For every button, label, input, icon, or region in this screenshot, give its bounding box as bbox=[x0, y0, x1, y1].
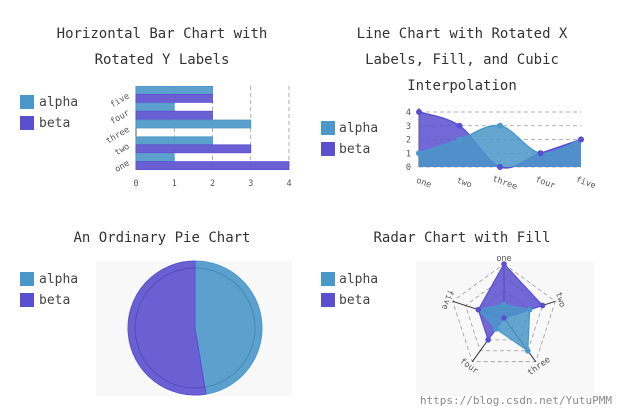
chart1-x-tick-4: 4 bbox=[286, 179, 291, 189]
chart2-x-tick-two: two bbox=[455, 176, 473, 191]
chart1-y-tick-four: four bbox=[109, 108, 132, 127]
chart3-legend-label-beta[interactable]: beta bbox=[39, 293, 70, 308]
chart4-point-alpha-one bbox=[501, 301, 507, 308]
chart4-point-alpha-three bbox=[525, 347, 531, 354]
chart2-y-tick-1: 1 bbox=[406, 149, 411, 159]
chart1-bar-beta-five bbox=[135, 94, 213, 103]
chart1-title-line1: Horizontal Bar Chart with bbox=[57, 26, 268, 42]
chart-pie: An Ordinary Pie Chart alpha beta bbox=[20, 230, 292, 396]
chart4-point-beta-five bbox=[475, 306, 482, 313]
chart3-slice-beta bbox=[127, 260, 207, 396]
chart3-inner-ring-alpha bbox=[194, 267, 256, 388]
chart2-point-beta-three bbox=[497, 164, 503, 170]
chart1-bar-alpha-three bbox=[135, 119, 252, 129]
chart4-legend-swatch-alpha[interactable] bbox=[321, 272, 335, 286]
chart2-y-tick-3: 3 bbox=[406, 122, 411, 132]
chart2-point-alpha-one bbox=[416, 150, 422, 157]
chart4-legend-swatch-beta[interactable] bbox=[321, 293, 335, 307]
chart1-bar-alpha-four bbox=[135, 102, 175, 112]
chart4-grid-ring-4 bbox=[452, 263, 556, 363]
chart4-legend-label-beta[interactable]: beta bbox=[339, 293, 370, 308]
chart2-x-tick-one: one bbox=[415, 176, 433, 191]
chart4-point-alpha-four bbox=[493, 326, 499, 332]
chart1-y-tick-three: three bbox=[104, 125, 131, 146]
chart4-axis-label-one: one bbox=[496, 254, 511, 264]
chart-line-area-cubic: Line Chart with Rotated X Labels, Fill, … bbox=[321, 26, 597, 192]
chart1-bar-alpha-two bbox=[135, 136, 213, 146]
chart2-title-line1: Line Chart with Rotated X bbox=[357, 26, 568, 42]
chart1-x-tick-3: 3 bbox=[248, 179, 253, 189]
chart2-legend-label-beta[interactable]: beta bbox=[339, 142, 370, 157]
chart3-title: An Ordinary Pie Chart bbox=[73, 230, 250, 246]
chart4-grid-ring-2 bbox=[477, 290, 531, 341]
chart2-x-tick-three: three bbox=[491, 174, 518, 192]
chart1-y-tick-five: five bbox=[109, 91, 132, 110]
chart1-bar-alpha-one bbox=[135, 153, 175, 163]
chart1-legend-swatch-beta[interactable] bbox=[20, 116, 34, 130]
chart2-title-line2: Labels, Fill, and Cubic bbox=[365, 52, 559, 68]
chart1-x-tick-1: 1 bbox=[172, 179, 177, 189]
chart2-point-beta-four bbox=[537, 150, 544, 157]
chart3-plot-area bbox=[96, 260, 292, 396]
chart2-point-beta-five bbox=[578, 136, 584, 143]
chart2-title-line3: Interpolation bbox=[407, 78, 517, 94]
chart2-x-tick-five: five bbox=[574, 175, 597, 191]
chart-radar: Radar Chart with Fill alpha beta onetwot… bbox=[321, 230, 594, 396]
chart4-grid-ring-3 bbox=[465, 277, 543, 352]
chart4-area-alpha bbox=[477, 303, 531, 352]
chart2-point-alpha-three bbox=[497, 122, 503, 129]
chart1-bar-beta-one bbox=[135, 161, 290, 171]
chart2-legend-swatch-alpha[interactable] bbox=[321, 121, 335, 135]
chart2-legend-swatch-beta[interactable] bbox=[321, 142, 335, 156]
chart1-x-tick-0: 0 bbox=[133, 179, 138, 189]
chart4-point-beta-three bbox=[501, 315, 507, 321]
watermark-url: https://blog.csdn.net/YutuPMM bbox=[420, 394, 612, 407]
chart2-x-tick-four: four bbox=[534, 175, 557, 191]
chart4-title: Radar Chart with Fill bbox=[373, 230, 550, 246]
chart3-inner-ring-beta bbox=[134, 267, 205, 389]
chart2-point-alpha-two bbox=[456, 136, 463, 143]
chart1-bar-beta-four bbox=[135, 110, 213, 120]
chart4-point-beta-one bbox=[501, 261, 507, 267]
chart2-area-alpha bbox=[419, 125, 581, 167]
chart1-x-tick-2: 2 bbox=[210, 179, 215, 189]
chart4-point-alpha-two bbox=[526, 306, 533, 313]
chart2-legend-label-alpha[interactable]: alpha bbox=[339, 121, 378, 136]
chart1-legend-swatch-alpha[interactable] bbox=[20, 95, 34, 109]
chart1-title-line2: Rotated Y Labels bbox=[95, 52, 230, 68]
chart2-point-beta-two bbox=[456, 122, 463, 129]
chart2-point-beta-one bbox=[416, 109, 422, 115]
chart2-y-tick-4: 4 bbox=[406, 108, 411, 118]
chart4-axis-label-two: two bbox=[553, 291, 567, 309]
chart4-point-beta-four bbox=[485, 337, 491, 343]
chart1-bar-beta-two bbox=[135, 144, 252, 154]
chart1-y-tick-two: two bbox=[113, 142, 131, 158]
chart1-legend-label-alpha[interactable]: alpha bbox=[39, 95, 78, 110]
chart4-legend-label-alpha[interactable]: alpha bbox=[339, 272, 378, 287]
chart2-plot-area: 0 1 2 3 4 one two three four five bbox=[406, 108, 597, 192]
chart-horizontal-bar: Horizontal Bar Chart with Rotated Y Labe… bbox=[20, 26, 292, 189]
chart1-legend-label-beta[interactable]: beta bbox=[39, 116, 70, 131]
chart2-y-tick-2: 2 bbox=[406, 136, 411, 146]
chart1-y-tick-one: one bbox=[113, 159, 131, 175]
chart2-y-tick-0: 0 bbox=[406, 163, 411, 173]
chart3-legend-label-alpha[interactable]: alpha bbox=[39, 272, 78, 287]
chart4-point-beta-two bbox=[539, 302, 546, 309]
chart3-legend-swatch-alpha[interactable] bbox=[20, 272, 34, 286]
chart1-bar-alpha-five bbox=[135, 86, 213, 95]
chart3-legend-swatch-beta[interactable] bbox=[20, 293, 34, 307]
